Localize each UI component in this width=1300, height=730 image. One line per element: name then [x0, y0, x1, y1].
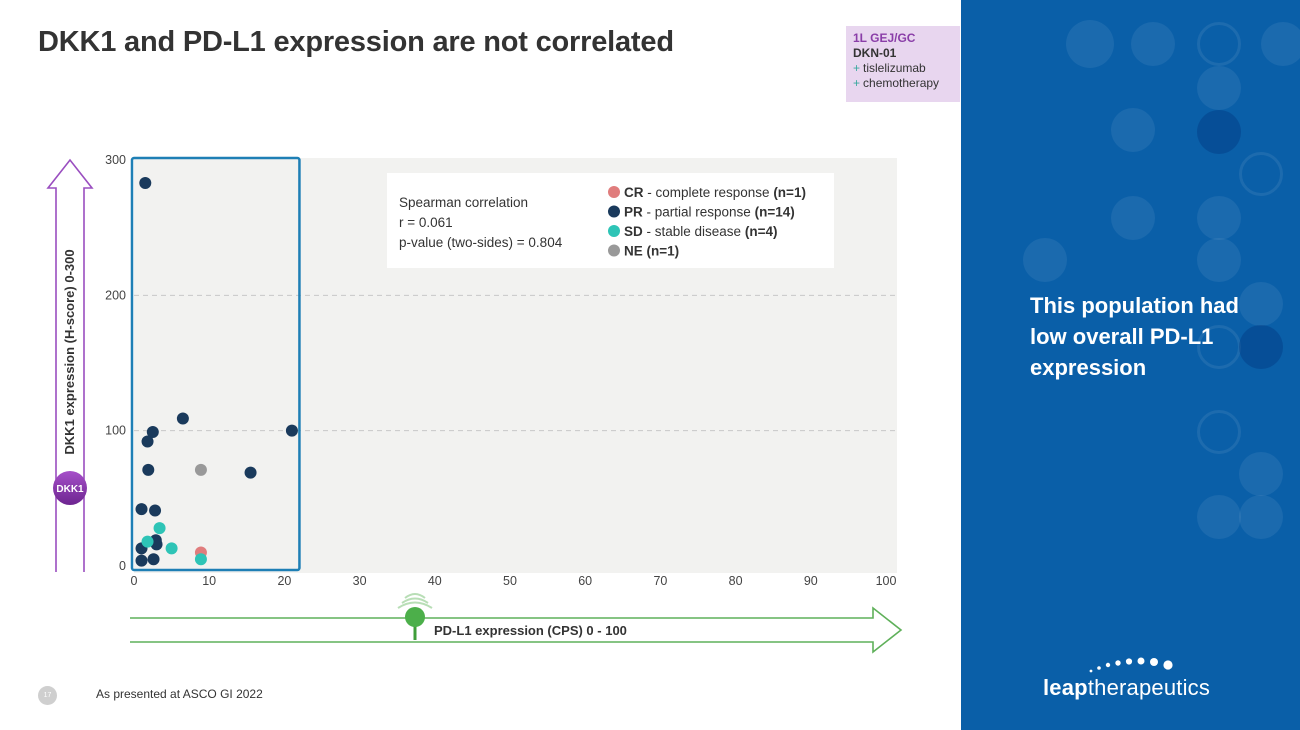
dkk1-badge-icon: [53, 471, 87, 505]
data-point-pr: [141, 435, 154, 448]
x-tick-label: 20: [277, 574, 291, 588]
legend-marker: [608, 186, 620, 198]
x-tick-label: 90: [804, 574, 818, 588]
x-tick-label: 10: [202, 574, 216, 588]
decor-ring: [1197, 325, 1241, 369]
data-point-pr: [135, 554, 148, 567]
x-axis-label: PD-L1 expression (CPS) 0 - 100: [434, 623, 627, 638]
y-tick-label: 0: [119, 559, 126, 573]
legend-marker: [608, 205, 620, 218]
data-point-pr: [150, 538, 163, 551]
logo-wordmark: leaptherapeutics: [1043, 675, 1211, 700]
scatter-chart: 0 100 200 300 0 10 20 30 40 50 60 70 80 90 100 Spearm…: [46, 153, 903, 654]
data-point-sd: [141, 535, 154, 548]
study-tag-box: 1L GEJ/GC DKN-01 + tislelizumab + chemothe…: [846, 26, 960, 102]
combo-chemotherapy: chemotherapy: [863, 76, 940, 90]
data-point-pr: [146, 426, 159, 439]
legend-entry: NE (n=1): [624, 244, 679, 259]
data-point-pr: [142, 463, 155, 476]
legend-entry: PR - partial response (n=14): [624, 205, 795, 220]
plus-icon: +: [853, 76, 861, 90]
decor-dot: [1197, 110, 1241, 154]
x-tick-label: 0: [131, 574, 138, 588]
indication-label: 1L GEJ/GC: [853, 31, 916, 45]
data-point-ne: [194, 463, 207, 476]
decor-dot: [1239, 452, 1283, 496]
legend-marker: [608, 225, 620, 237]
slide-title: DKK1 and PD-L1 expression are not correl…: [38, 26, 674, 58]
decor-dot: [1239, 495, 1283, 539]
data-points: [135, 177, 298, 567]
y-axis-arrow: [46, 158, 94, 572]
legend-entry: CR - complete response (n=1): [624, 185, 806, 200]
data-point-pr: [176, 412, 189, 425]
decor-dot: [1066, 20, 1114, 68]
gridlines: [134, 294, 897, 432]
x-tick-label: 40: [428, 574, 442, 588]
legend-entry: SD - stable disease (n=4): [624, 224, 777, 239]
decor-dot: [1197, 495, 1241, 539]
x-tick-label: 30: [353, 574, 367, 588]
x-axis-arrow: [130, 606, 903, 654]
data-point-pr: [139, 177, 152, 190]
x-axis-ticks: 0 10 20 30 40 50 60 70 80 90 100: [131, 574, 897, 588]
footer-source: As presented at ASCO GI 2022: [96, 687, 263, 701]
x-tick-label: 80: [729, 574, 743, 588]
leap-logo: leaptherapeutics: [1043, 655, 1223, 705]
y-tick-label: 200: [105, 288, 126, 302]
highlight-box: [130, 156, 301, 572]
dkk1-badge-label: DKK1: [56, 484, 84, 495]
decor-dot: [1023, 238, 1067, 282]
stats-p: p-value (two-sides) = 0.804: [399, 235, 563, 250]
decor-ring: [1197, 22, 1241, 66]
data-point-pr: [135, 503, 148, 516]
decor-dot: [1111, 108, 1155, 152]
data-point-pr: [285, 424, 298, 437]
y-tick-label: 100: [105, 424, 126, 438]
decor-dot: [1197, 196, 1241, 240]
sidebar-message: This population had low overall PD-L1 ex…: [1030, 293, 1239, 380]
y-axis-label: DKK1 expression (H-score) 0-300: [62, 249, 77, 454]
data-point-pr: [244, 466, 257, 479]
decor-ring: [1239, 152, 1283, 196]
x-tick-label: 50: [503, 574, 517, 588]
stats-heading: Spearman correlation: [399, 195, 528, 210]
plus-icon: +: [853, 61, 861, 75]
x-tick-label: 100: [876, 574, 897, 588]
drug-label: DKN-01: [853, 46, 897, 60]
stats-r: r = 0.061: [399, 215, 453, 230]
y-axis-ticks: 0 100 200 300: [105, 153, 126, 573]
decor-dot: [1197, 66, 1241, 110]
decor-dot: [1197, 238, 1241, 282]
decor-ring: [1197, 410, 1241, 454]
data-point-pr: [147, 553, 160, 566]
data-point-sd: [194, 553, 207, 566]
decor-dot: [1131, 22, 1175, 66]
legend: CR - complete response (n=1) PR - partial…: [608, 185, 806, 259]
data-point-sd: [153, 522, 166, 535]
y-tick-label: 300: [105, 153, 126, 167]
data-point-sd: [165, 542, 178, 555]
x-tick-label: 70: [653, 574, 667, 588]
decor-dot: [1111, 196, 1155, 240]
pdl1-pin-icon: [397, 593, 433, 640]
page-number: 17: [38, 686, 57, 705]
combo-tislelizumab: tislelizumab: [863, 61, 926, 75]
sidebar-panel: This population had low overall PD-L1 ex…: [961, 0, 1300, 730]
x-tick-label: 60: [578, 574, 592, 588]
logo-dots-icon: [1089, 657, 1173, 673]
decor-dot: [1261, 22, 1300, 66]
legend-marker: [608, 244, 620, 257]
data-point-pr: [149, 504, 162, 517]
decor-dot: [1239, 325, 1283, 369]
decor-dot: [1239, 282, 1283, 326]
